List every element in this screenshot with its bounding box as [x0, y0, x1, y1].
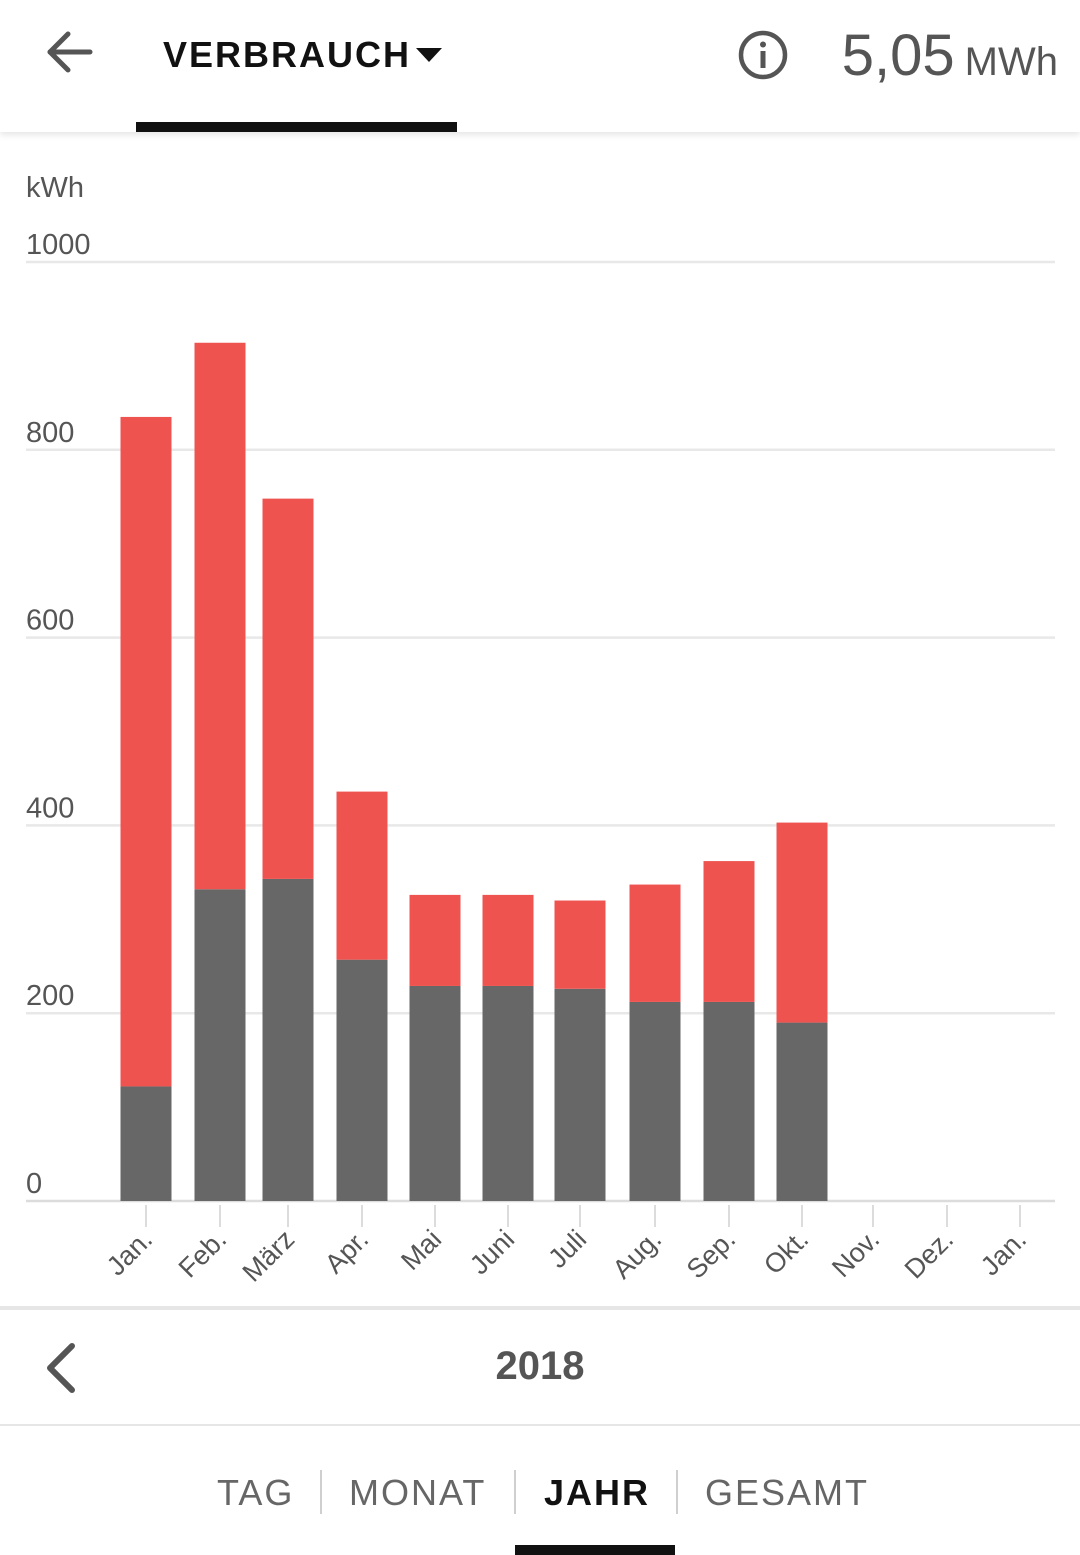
x-tick-label: Jan. — [975, 1224, 1032, 1281]
bar-top — [776, 822, 828, 1023]
year-label: 2018 — [495, 1344, 585, 1388]
tab-separator — [514, 1470, 516, 1514]
x-tick-label: März — [237, 1224, 301, 1288]
total-unit: MWh — [964, 40, 1058, 84]
x-tick-label: Jan. — [101, 1224, 158, 1281]
y-tick-label: 0 — [26, 1168, 42, 1200]
bar-top — [703, 861, 755, 1002]
x-tick-label: Feb. — [173, 1224, 232, 1283]
bar-base — [409, 985, 461, 1201]
bar-base — [482, 985, 534, 1201]
x-tick-label: Juli — [542, 1224, 592, 1274]
chevron-down-icon — [416, 48, 442, 62]
x-tick-label: Mai — [395, 1224, 447, 1276]
x-tick-label: Apr. — [319, 1224, 374, 1279]
y-tick-label: 200 — [26, 980, 74, 1012]
bar-base — [554, 988, 606, 1201]
tab-separator — [320, 1470, 322, 1514]
bar-base — [776, 1022, 828, 1201]
y-tick-label: 400 — [26, 792, 74, 824]
title-underline — [136, 122, 457, 132]
y-tick-label: 1000 — [26, 229, 91, 261]
tab-separator — [676, 1470, 678, 1514]
total-value: 5,05 — [841, 23, 955, 88]
x-tick-label: Aug. — [607, 1224, 667, 1284]
period-tabs: TAG MONAT JAHR GESAMT — [0, 1428, 1080, 1555]
x-tick-label: Nov. — [826, 1224, 885, 1283]
y-tick-label: 800 — [26, 417, 74, 449]
consumption-bar-chart: 1000 800 600 400 200 0 Jan. Feb. März Apr. Mai Juni… — [26, 229, 1055, 1288]
x-tick-label: Dez. — [899, 1224, 959, 1284]
bar-top — [482, 894, 534, 986]
app-header: VERBRAUCH 5,05 MWh — [0, 0, 1080, 132]
bar-top — [336, 791, 388, 960]
y-tick-label: 600 — [26, 605, 74, 637]
bar-base — [629, 1001, 681, 1201]
metric-title: VERBRAUCH — [163, 34, 412, 75]
tab-jahr[interactable]: JAHR — [544, 1472, 651, 1513]
total-consumption: 5,05 MWh — [842, 22, 1058, 89]
bar-base — [194, 889, 246, 1201]
bar-top — [194, 342, 246, 890]
nav-divider — [0, 1424, 1080, 1426]
back-arrow-icon[interactable] — [40, 26, 96, 82]
info-icon[interactable] — [736, 28, 790, 82]
x-tick-label: Sep. — [681, 1224, 741, 1284]
tab-tag[interactable]: TAG — [217, 1472, 295, 1513]
bar-base — [703, 1001, 755, 1201]
tab-monat[interactable]: MONAT — [349, 1472, 487, 1513]
tab-gesamt[interactable]: GESAMT — [705, 1472, 870, 1513]
bar-top — [120, 416, 172, 1087]
active-tab-underline — [515, 1545, 675, 1555]
bar-base — [262, 878, 314, 1201]
bar-top — [554, 900, 606, 989]
chart-area: kWh 1000 800 600 400 200 0 Jan. Feb. März Apr. Mai… — [0, 132, 1080, 1306]
bar-base — [336, 959, 388, 1201]
x-tick-label: Okt. — [758, 1224, 814, 1280]
bar-top — [409, 894, 461, 986]
chevron-left-icon[interactable] — [38, 1340, 88, 1396]
year-navigation: 2018 — [0, 1310, 1080, 1424]
metric-dropdown[interactable]: VERBRAUCH — [136, 0, 457, 132]
chart-divider — [0, 1306, 1080, 1310]
bar-top — [262, 498, 314, 879]
y-axis-unit: kWh — [26, 172, 84, 204]
bar-top — [629, 884, 681, 1002]
bar-base — [120, 1086, 172, 1201]
x-tick-label: Juni — [464, 1224, 520, 1280]
